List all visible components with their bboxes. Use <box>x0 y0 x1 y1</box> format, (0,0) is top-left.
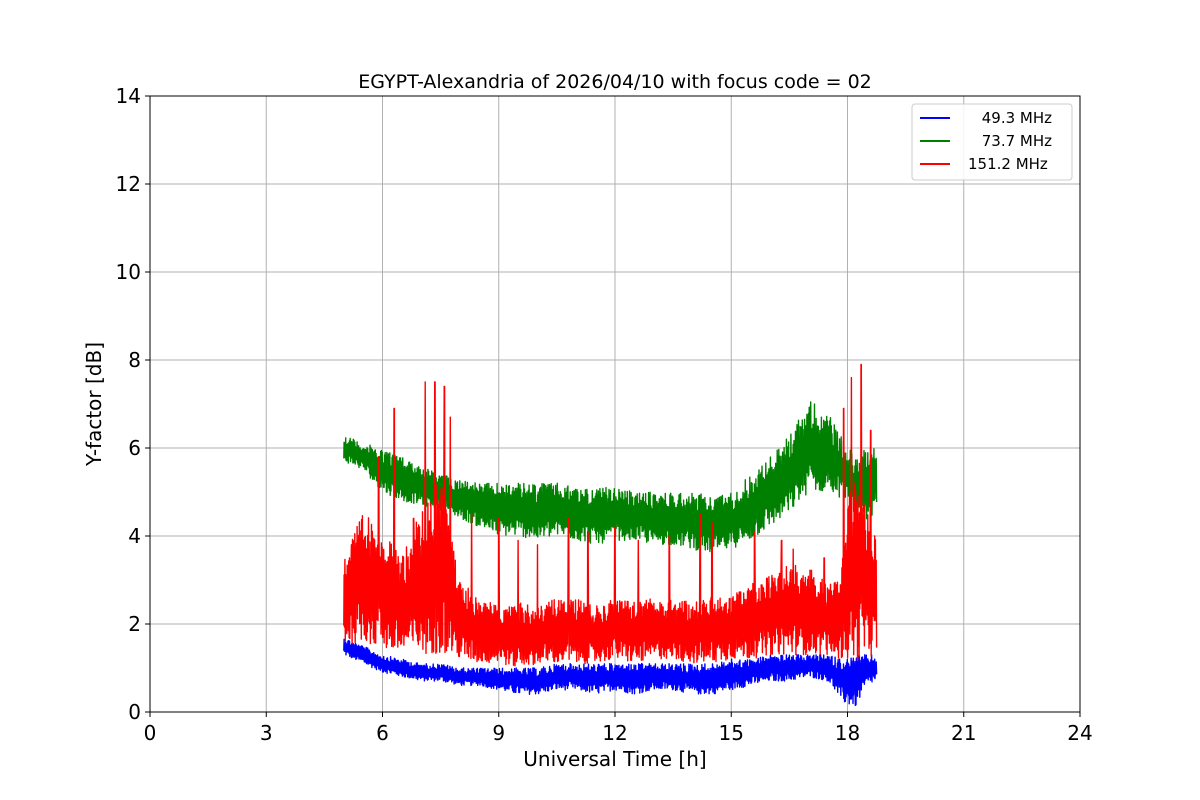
series-layer <box>343 363 878 707</box>
x-tick-label: 9 <box>492 721 505 745</box>
y-axis-label: Y-factor [dB] <box>82 342 106 467</box>
x-tick-label: 18 <box>835 721 860 745</box>
y-tick-label: 12 <box>116 172 141 196</box>
x-tick-label: 15 <box>719 721 744 745</box>
y-axis: 0 2 4 6 8 10 12 14 <box>116 84 150 724</box>
y-tick-label: 10 <box>116 260 141 284</box>
series-49-3-mhz <box>343 638 878 707</box>
x-axis-label: Universal Time [h] <box>523 747 706 771</box>
y-tick-label: 14 <box>116 84 141 108</box>
x-tick-label: 12 <box>602 721 627 745</box>
x-tick-label: 24 <box>1067 721 1092 745</box>
legend-label-49-3-mhz: 49.3 MHz <box>977 109 1052 127</box>
legend-label-73-7-mhz: 73.7 MHz <box>977 132 1052 150</box>
y-tick-label: 2 <box>128 612 141 636</box>
y-tick-label: 0 <box>128 700 141 724</box>
y-tick-label: 6 <box>128 436 141 460</box>
series-trace <box>343 401 878 553</box>
legend-label-151-2-mhz: 151.2 MHz <box>968 155 1048 173</box>
x-tick-label: 21 <box>951 721 976 745</box>
chart-title: EGYPT-Alexandria of 2026/04/10 with focu… <box>358 71 872 93</box>
series-73-7-mhz <box>343 401 878 553</box>
series-trace <box>343 363 878 667</box>
x-tick-label: 6 <box>376 721 389 745</box>
legend: 49.3 MHz 73.7 MHz 151.2 MHz <box>911 103 1073 181</box>
x-axis: 0 3 6 9 12 15 18 21 24 <box>144 712 1093 745</box>
series-trace <box>343 638 878 707</box>
legend-box <box>911 103 1073 181</box>
x-tick-label: 0 <box>144 721 157 745</box>
series-151-2-mhz <box>343 363 878 667</box>
y-tick-label: 4 <box>128 524 141 548</box>
y-tick-label: 8 <box>128 348 141 372</box>
x-tick-label: 3 <box>260 721 273 745</box>
